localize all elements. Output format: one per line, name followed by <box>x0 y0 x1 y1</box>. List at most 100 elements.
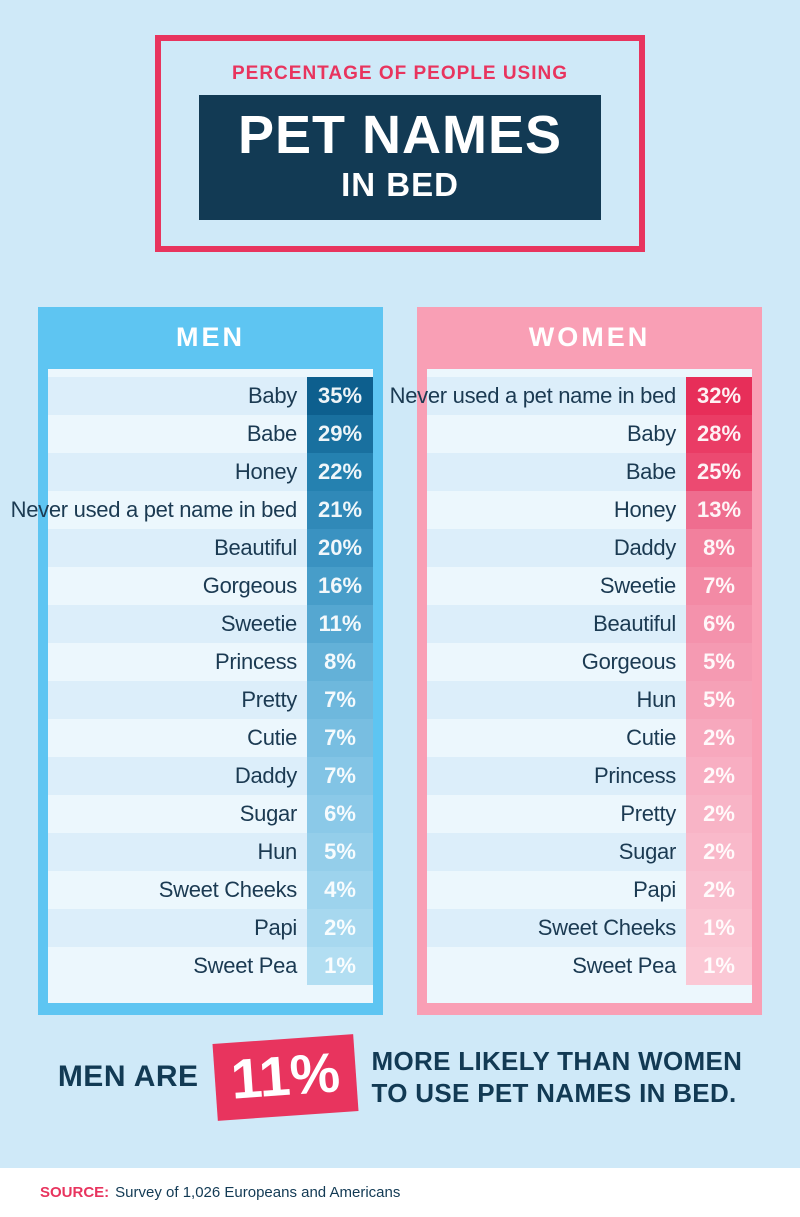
pet-name-label: Never used a pet name in bed <box>10 496 298 522</box>
percent-cell: 6% <box>686 604 752 643</box>
pet-name-label: Hun <box>636 686 677 712</box>
percent-cell: 21% <box>307 490 373 529</box>
panels-container: MEN Baby 35% Babe 29% Honey 22% Never used a p… <box>0 306 800 1015</box>
pet-name-label: Princess <box>594 762 676 788</box>
pet-name-label: Cutie <box>247 724 297 750</box>
pet-name-label: Beautiful <box>593 610 676 636</box>
percent-cell: 28% <box>686 414 752 453</box>
pet-name-list: Never used a pet name in bed 32% Baby 28% Ba… <box>390 368 752 1003</box>
percent-cell: 6% <box>307 794 373 833</box>
source-label: SOURCE: <box>40 1184 110 1201</box>
pet-name-label: Sugar <box>618 838 677 864</box>
table-row: Hun 5% <box>48 832 373 871</box>
percent-cell: 2% <box>307 908 373 947</box>
table-row: Papi 2% <box>427 870 752 909</box>
percent-cell: 13% <box>686 490 752 529</box>
table-row: Gorgeous 5% <box>427 642 752 681</box>
pet-name-label: Papi <box>254 914 297 940</box>
table-row: Sweet Pea 1% <box>427 946 752 985</box>
table-row: Princess 2% <box>427 756 752 795</box>
percent-cell: 5% <box>686 642 752 681</box>
table-row: Baby 28% <box>427 414 752 453</box>
pet-name-label: Babe <box>625 458 676 484</box>
title-box: PET NAMES IN BED <box>199 95 601 220</box>
page-title: PET NAMES <box>237 105 563 165</box>
pet-name-label: Sweetie <box>220 610 297 636</box>
percent-cell: 2% <box>686 870 752 909</box>
table-row: Beautiful 20% <box>48 528 373 567</box>
callout-line2: TO USE PET NAMES IN BED. <box>371 1078 737 1109</box>
percent-cell: 7% <box>686 566 752 605</box>
source-bar: SOURCE: Survey of 1,026 Europeans and Am… <box>0 1168 800 1217</box>
table-row: Babe 29% <box>48 414 373 453</box>
percent-cell: 25% <box>686 452 752 491</box>
percent-cell: 8% <box>686 528 752 567</box>
percent-cell: 7% <box>307 756 373 795</box>
table-row: Daddy 8% <box>427 528 752 567</box>
percent-cell: 7% <box>307 680 373 719</box>
header-kicker: PERCENTAGE OF PEOPLE USING <box>231 63 569 84</box>
table-row: Sugar 2% <box>427 832 752 871</box>
pet-name-label: Papi <box>633 876 676 902</box>
pet-name-label: Sweet Cheeks <box>158 876 298 902</box>
percent-cell: 1% <box>686 946 752 985</box>
pet-name-label: Honey <box>234 458 297 484</box>
percent-cell: 32% <box>686 376 752 415</box>
table-row: Pretty 2% <box>427 794 752 833</box>
pet-name-list: Baby 35% Babe 29% Honey 22% Never used a pet n… <box>11 368 373 1003</box>
pet-name-label: Hun <box>257 838 298 864</box>
table-row: Sweet Cheeks 1% <box>427 908 752 947</box>
percent-cell: 2% <box>686 794 752 833</box>
pet-name-label: Never used a pet name in bed <box>389 382 677 408</box>
pet-name-label: Sweet Pea <box>572 952 676 978</box>
percent-cell: 20% <box>307 528 373 567</box>
pet-name-label: Pretty <box>620 800 676 826</box>
page-subtitle: IN BED <box>341 165 459 203</box>
table-row: Beautiful 6% <box>427 604 752 643</box>
table-row: Princess 8% <box>48 642 373 681</box>
pet-name-label: Pretty <box>241 686 297 712</box>
percent-cell: 5% <box>686 680 752 719</box>
pet-name-label: Cutie <box>626 724 676 750</box>
source-text: Survey of 1,026 Europeans and Americans <box>115 1184 401 1201</box>
pet-name-label: Honey <box>613 496 676 522</box>
percent-cell: 22% <box>307 452 373 491</box>
percent-cell: 2% <box>686 718 752 757</box>
table-row: Pretty 7% <box>48 680 373 719</box>
percent-cell: 5% <box>307 832 373 871</box>
table-row: Cutie 7% <box>48 718 373 757</box>
percent-cell: 2% <box>686 832 752 871</box>
pet-name-label: Beautiful <box>214 534 297 560</box>
percent-cell: 16% <box>307 566 373 605</box>
table-row: Hun 5% <box>427 680 752 719</box>
table-row: Daddy 7% <box>48 756 373 795</box>
callout-highlight-badge: 11% <box>212 1033 359 1121</box>
percent-cell: 1% <box>307 946 373 985</box>
pet-name-label: Gorgeous <box>202 572 298 598</box>
table-row: Papi 2% <box>48 908 373 947</box>
percent-cell: 11% <box>307 604 373 643</box>
pet-name-label: Babe <box>246 420 297 446</box>
percent-cell: 29% <box>307 414 373 453</box>
pet-name-label: Sugar <box>239 800 298 826</box>
table-row: Honey 13% <box>427 490 752 529</box>
table-row: Honey 22% <box>48 452 373 491</box>
table-row: Sweetie 11% <box>48 604 373 643</box>
panel-title: MEN <box>176 322 245 353</box>
percent-cell: 35% <box>307 376 373 415</box>
table-row: Baby 35% <box>48 376 373 415</box>
pet-name-label: Sweetie <box>599 572 676 598</box>
men-panel: MEN Baby 35% Babe 29% Honey 22% Never used a p… <box>11 306 383 1015</box>
pet-name-label: Baby <box>248 382 297 408</box>
callout-text: MORE LIKELY THAN WOMEN TO USE PET NAMES … <box>372 1045 743 1110</box>
percent-cell: 8% <box>307 642 373 681</box>
table-row: Never used a pet name in bed 32% <box>390 376 752 415</box>
percent-cell: 1% <box>686 908 752 947</box>
pet-name-label: Gorgeous <box>581 648 677 674</box>
table-row: Sweetie 7% <box>427 566 752 605</box>
pet-name-label: Sweet Pea <box>193 952 297 978</box>
pet-name-label: Baby <box>627 420 676 446</box>
table-row: Sweet Cheeks 4% <box>48 870 373 909</box>
percent-cell: 7% <box>307 718 373 757</box>
callout: MEN ARE 11% MORE LIKELY THAN WOMEN TO US… <box>0 1033 800 1121</box>
